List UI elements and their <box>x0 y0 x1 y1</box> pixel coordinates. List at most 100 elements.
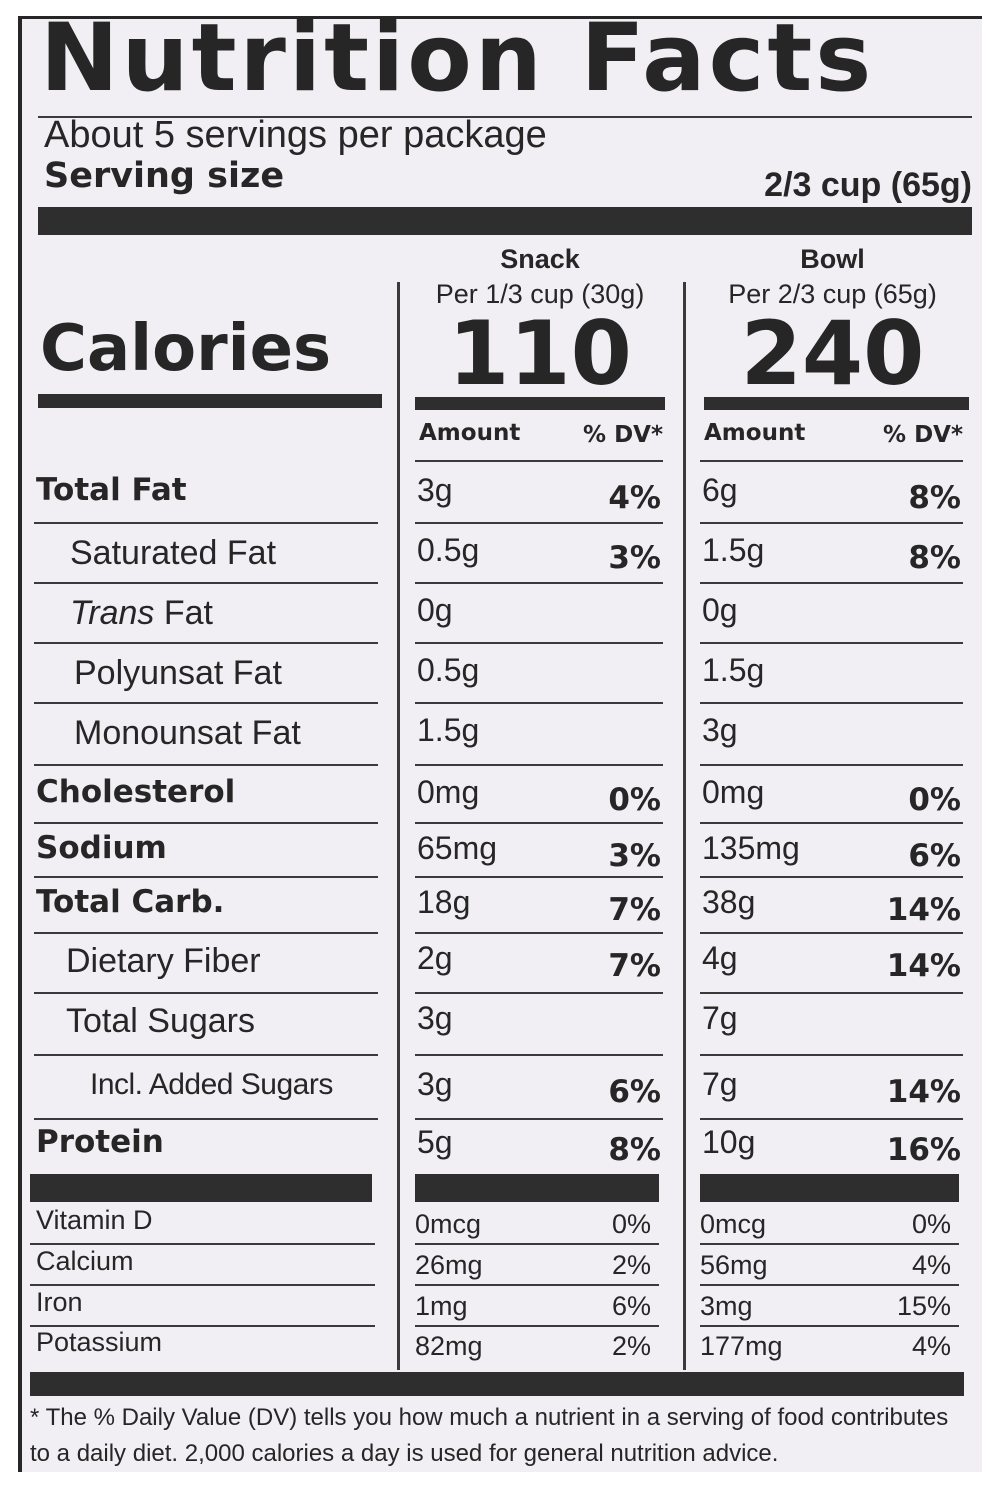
servings: About 5 servings per package <box>44 114 547 156</box>
daily-value: 0% <box>608 782 661 818</box>
title: Nutrition Facts <box>40 4 875 113</box>
daily-value: 8% <box>908 480 961 516</box>
row-rule <box>415 1118 663 1120</box>
daily-value: 14% <box>886 892 961 928</box>
vitamin-dv: 6% <box>611 1291 651 1321</box>
vitamin-label: Calcium <box>36 1246 134 1276</box>
daily-value: 14% <box>886 948 961 984</box>
calories-bar <box>415 397 665 410</box>
nutrient-label: Monounsat Fat <box>74 714 301 752</box>
row-rule <box>415 1243 659 1245</box>
row-rule <box>700 1118 963 1120</box>
daily-value: 6% <box>908 838 961 874</box>
column-divider <box>397 282 400 1370</box>
daily-value: 0% <box>908 782 961 818</box>
protein-bar <box>415 1174 659 1202</box>
footer-bar <box>30 1372 964 1396</box>
column-serving: Per 2/3 cup (65g) <box>728 279 937 309</box>
amount: 0.5g <box>417 652 480 688</box>
vitamin-amount: 56mg <box>700 1250 768 1280</box>
amount: 3g <box>417 1066 453 1102</box>
row-rule <box>700 522 963 524</box>
row-rule <box>415 1054 663 1056</box>
amount: 65mg <box>417 830 498 866</box>
vitamin-dv: 2% <box>611 1331 651 1361</box>
dv-header: % DV* <box>583 422 663 448</box>
amount: 135mg <box>702 830 800 866</box>
row-rule <box>415 522 663 524</box>
row-rule <box>415 992 663 994</box>
column-divider <box>683 282 686 1370</box>
row-rule <box>30 1325 375 1327</box>
serving-size-label: Serving size <box>44 156 285 196</box>
amount-header: Amount <box>419 420 521 446</box>
row-rule <box>34 1054 378 1056</box>
vitamin-amount: 82mg <box>415 1331 483 1361</box>
row-rule <box>30 1243 375 1245</box>
row-rule <box>415 764 663 766</box>
nutrient-label: Trans Fat <box>70 594 213 632</box>
row-rule <box>34 822 378 824</box>
nutrient-label: Incl. Added Sugars <box>90 1068 333 1101</box>
row-rule <box>415 822 663 824</box>
amount: 5g <box>417 1124 453 1160</box>
column-calories: 110 <box>448 302 632 405</box>
row-rule <box>700 582 963 584</box>
row-rule <box>34 1118 378 1120</box>
daily-value: 6% <box>608 1074 661 1110</box>
title-rule <box>38 116 972 118</box>
row-rule <box>415 582 663 584</box>
vitamin-amount: 0mcg <box>700 1209 767 1239</box>
row-rule <box>700 932 963 934</box>
column-name: Snack <box>500 244 580 274</box>
vitamin-dv: 15% <box>896 1291 951 1321</box>
row-rule <box>700 822 963 824</box>
daily-value: 8% <box>908 540 961 576</box>
column-serving: Per 1/3 cup (30g) <box>435 279 645 309</box>
amount-header: Amount <box>704 420 806 446</box>
amount: 0mg <box>702 774 765 810</box>
nutrient-label: Saturated Fat <box>70 534 277 572</box>
row-rule <box>700 1054 963 1056</box>
calories-bar <box>704 397 969 410</box>
column-calories: 240 <box>740 302 925 405</box>
vitamin-amount: 177mg <box>700 1331 783 1361</box>
row-rule <box>415 1325 659 1327</box>
row-rule <box>700 1325 959 1327</box>
thick-bar <box>38 207 972 235</box>
vitamin-label: Potassium <box>36 1327 163 1357</box>
label-panel <box>18 16 982 1472</box>
daily-value: 7% <box>608 892 661 928</box>
row-rule <box>34 992 378 994</box>
calories-bar <box>38 394 382 408</box>
row-rule <box>34 932 378 934</box>
nutrient-label: Dietary Fiber <box>66 942 261 980</box>
amount: 0g <box>417 592 453 628</box>
serving-size: 2/3 cup (65g) <box>764 166 972 204</box>
row-rule <box>415 642 663 644</box>
vitamin-dv: 4% <box>911 1331 951 1361</box>
amount: 0.5g <box>417 532 480 568</box>
row-rule <box>30 1284 375 1286</box>
amount: 7g <box>702 1066 738 1102</box>
vitamin-dv: 0% <box>911 1209 951 1239</box>
row-rule <box>34 642 378 644</box>
row-rule <box>700 876 963 878</box>
daily-value: 14% <box>886 1074 961 1110</box>
amount: 2g <box>417 940 453 976</box>
row-rule <box>700 1243 959 1245</box>
vitamin-amount: 1mg <box>415 1291 468 1321</box>
protein-bar <box>700 1174 959 1202</box>
row-rule <box>700 642 963 644</box>
row-rule <box>700 764 963 766</box>
amount: 18g <box>417 884 471 920</box>
amount: 0g <box>702 592 738 628</box>
row-rule <box>34 522 378 524</box>
daily-value: 3% <box>608 540 661 576</box>
vitamin-amount: 26mg <box>415 1250 483 1280</box>
dv-header: % DV* <box>883 422 963 448</box>
row-rule <box>700 992 963 994</box>
row-rule <box>34 764 378 766</box>
nutrient-label: Sodium <box>36 830 167 866</box>
row-rule <box>700 702 963 704</box>
